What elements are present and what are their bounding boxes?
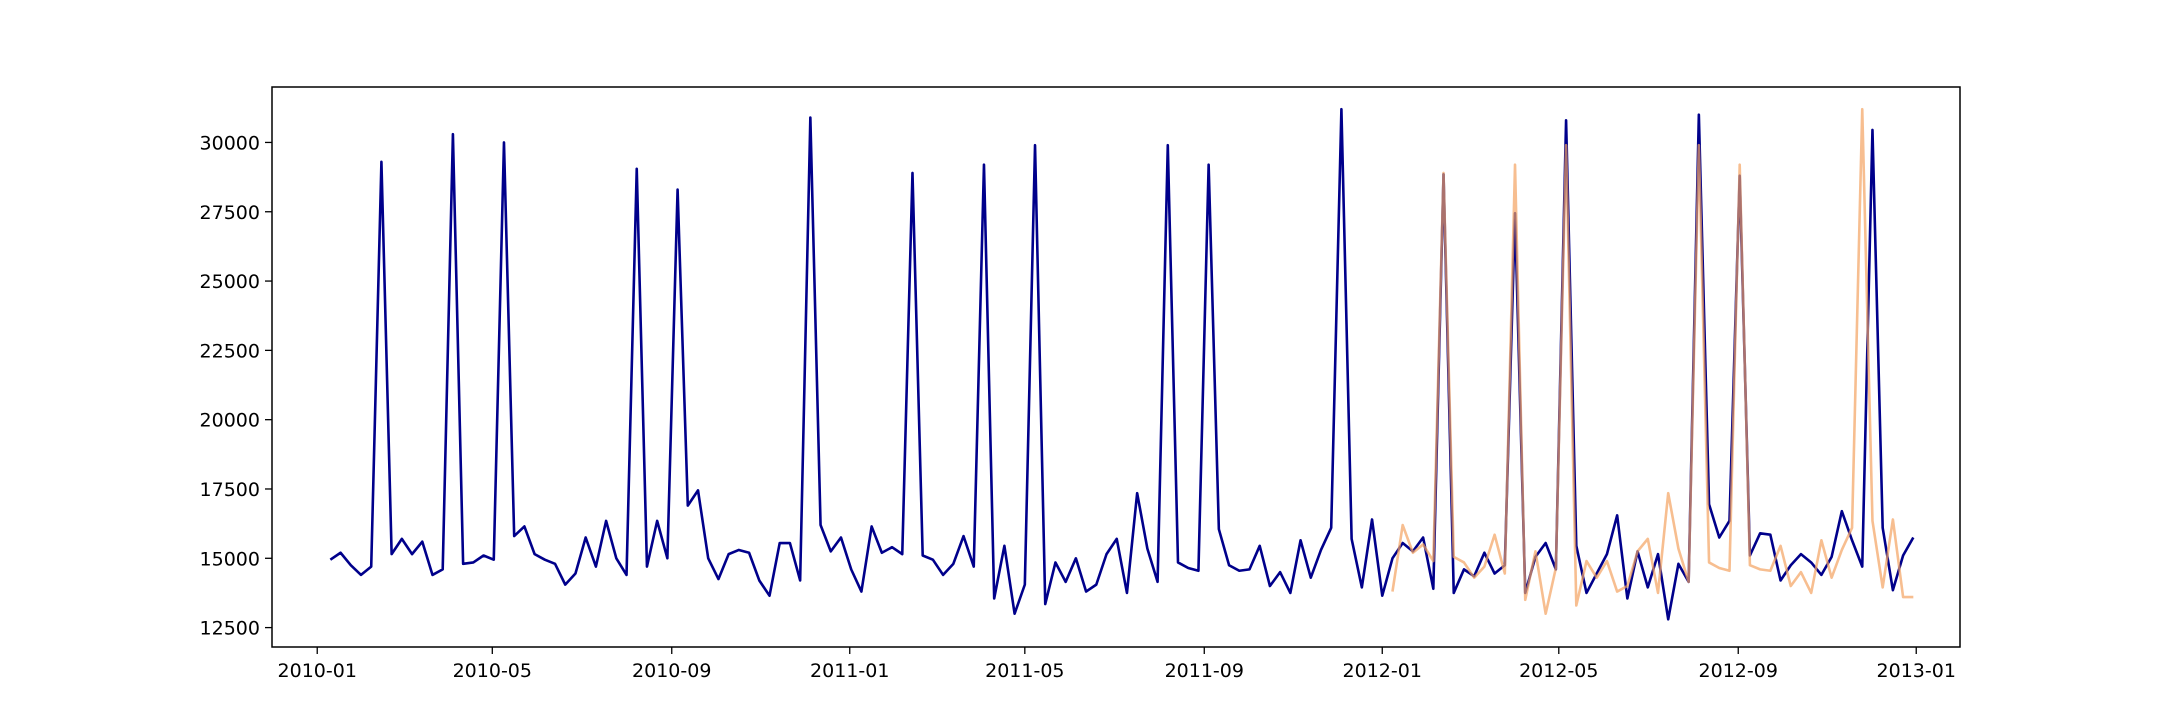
y-tick-label: 20000 bbox=[200, 410, 260, 432]
x-axis: 2010-01 2010-05 2010-09 2011-01 2011-05 2011-… bbox=[278, 647, 1956, 682]
y-tick-label: 30000 bbox=[200, 132, 260, 154]
series-2 bbox=[1391, 107, 1914, 616]
y-tick-label: 27500 bbox=[200, 202, 260, 224]
series-layer bbox=[329, 107, 1915, 621]
x-tick-label: 2012-01 bbox=[1343, 660, 1422, 682]
y-axis: 12500 15000 17500 20000 22500 25000 27500 30000 bbox=[200, 132, 272, 640]
series-2-line bbox=[1391, 107, 1914, 616]
series-1 bbox=[329, 107, 1915, 621]
y-tick-label: 22500 bbox=[200, 340, 260, 362]
y-tick-label: 17500 bbox=[200, 479, 260, 501]
y-tick-label: 12500 bbox=[200, 618, 260, 640]
x-tick-label: 2012-09 bbox=[1699, 660, 1778, 682]
y-tick-label: 25000 bbox=[200, 271, 260, 293]
x-tick-label: 2011-09 bbox=[1165, 660, 1244, 682]
y-tick-label: 15000 bbox=[200, 548, 260, 570]
x-tick-label: 2010-09 bbox=[632, 660, 711, 682]
plot-frame bbox=[271, 86, 1961, 648]
x-tick-label: 2011-01 bbox=[810, 660, 889, 682]
x-tick-label: 2012-05 bbox=[1519, 660, 1598, 682]
x-tick-label: 2011-05 bbox=[985, 660, 1064, 682]
series-1-line bbox=[329, 107, 1915, 621]
x-tick-label: 2010-05 bbox=[453, 660, 532, 682]
x-tick-label: 2010-01 bbox=[278, 660, 357, 682]
x-tick-label: 2013-01 bbox=[1877, 660, 1956, 682]
